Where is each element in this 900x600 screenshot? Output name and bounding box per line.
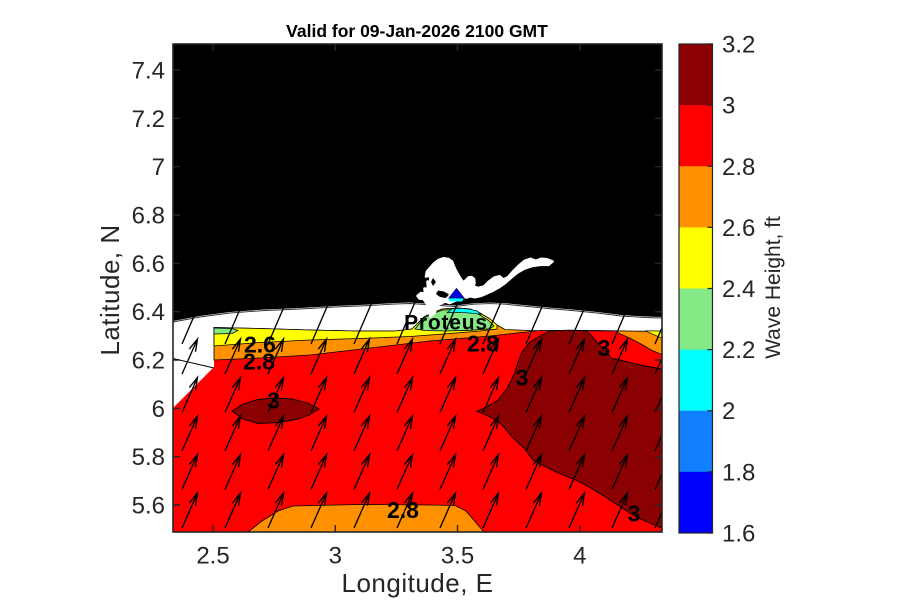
svg-text:2.5: 2.5	[196, 542, 229, 569]
svg-text:5.6: 5.6	[132, 493, 165, 520]
svg-text:3.5: 3.5	[441, 542, 474, 569]
svg-text:3: 3	[267, 388, 280, 414]
svg-text:1.6: 1.6	[722, 521, 755, 548]
svg-text:3: 3	[329, 542, 342, 569]
svg-text:2.8: 2.8	[722, 154, 755, 181]
svg-text:6.2: 6.2	[132, 348, 165, 375]
svg-text:Valid for 09-Jan-2026 2100 GMT: Valid for 09-Jan-2026 2100 GMT	[286, 21, 548, 41]
svg-text:2.6: 2.6	[722, 215, 755, 242]
svg-text:7.4: 7.4	[132, 58, 165, 85]
svg-text:2.6: 2.6	[244, 332, 276, 358]
svg-text:4: 4	[573, 542, 586, 569]
svg-text:1.8: 1.8	[722, 459, 755, 486]
svg-text:Longitude, E: Longitude, E	[341, 568, 493, 598]
svg-text:3: 3	[722, 93, 735, 120]
svg-text:2.8: 2.8	[467, 331, 499, 357]
svg-text:6.6: 6.6	[132, 251, 165, 278]
svg-text:Wave Height, ft: Wave Height, ft	[762, 216, 785, 359]
svg-text:3: 3	[516, 365, 529, 391]
svg-text:2: 2	[722, 398, 735, 425]
svg-text:6: 6	[152, 396, 165, 423]
svg-text:3: 3	[598, 335, 611, 361]
svg-text:3.2: 3.2	[722, 32, 755, 59]
svg-text:Latitude, N: Latitude, N	[95, 224, 125, 355]
svg-text:2.4: 2.4	[722, 276, 755, 303]
svg-text:6.8: 6.8	[132, 203, 165, 230]
svg-text:2.2: 2.2	[722, 337, 755, 364]
svg-text:6.4: 6.4	[132, 299, 165, 326]
svg-text:2.8: 2.8	[243, 349, 275, 375]
svg-text:3: 3	[628, 501, 641, 527]
svg-text:7: 7	[152, 154, 165, 181]
svg-text:Proteus: Proteus	[404, 312, 488, 335]
svg-text:7.2: 7.2	[132, 106, 165, 133]
svg-text:5.8: 5.8	[132, 444, 165, 471]
svg-text:2.8: 2.8	[387, 497, 419, 523]
